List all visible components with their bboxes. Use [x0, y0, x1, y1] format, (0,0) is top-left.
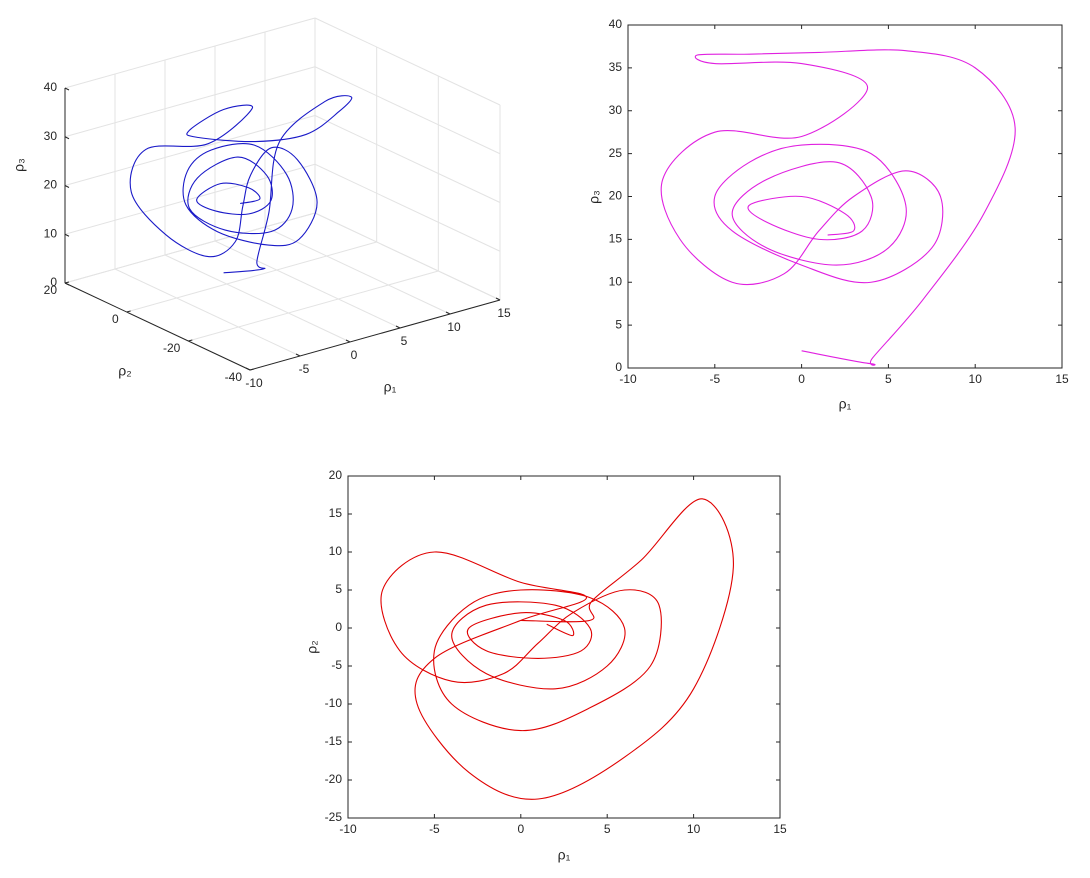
grid-line: [114, 268, 301, 357]
x-tick-label: 0: [798, 372, 805, 386]
grid-line: [314, 163, 501, 252]
grid-line: [64, 66, 316, 138]
tick-mark: [295, 353, 301, 357]
x-axis-label: ρ₁: [839, 396, 852, 412]
z-tick-label: 30: [44, 129, 58, 143]
z-tick-label: 10: [44, 226, 58, 240]
y-tick-label: 35: [609, 60, 623, 74]
x-tick-label: -5: [709, 372, 720, 386]
tick-mark: [345, 339, 351, 343]
grid-line: [314, 212, 501, 301]
grid-line: [314, 17, 501, 106]
x-tick-label: 5: [885, 372, 892, 386]
grid-line: [314, 115, 501, 203]
tick-mark: [64, 136, 70, 140]
axis-line: [64, 282, 251, 371]
trajectory: [660, 49, 1016, 366]
x-tick-label: 0: [517, 822, 524, 836]
grid-line: [126, 241, 377, 313]
x-tick-label: 5: [604, 822, 611, 836]
grid-line: [64, 17, 316, 89]
tick-mark: [249, 368, 255, 371]
y-tick-label: 20: [329, 468, 343, 482]
y-tick-label: -40: [225, 370, 243, 384]
tick-mark: [126, 310, 131, 313]
tick-mark: [395, 325, 401, 329]
plot-area: [347, 475, 781, 819]
y-axis-label: ρ₂: [118, 363, 131, 379]
tick-mark: [188, 339, 193, 342]
z-tick-label: 40: [44, 80, 58, 94]
y-tick-label: -20: [325, 772, 343, 786]
x-tick-label: -5: [429, 822, 440, 836]
trajectory: [380, 498, 734, 800]
y-tick-label: 0: [615, 360, 622, 374]
x-tick-label: 10: [447, 320, 461, 334]
tick-mark: [445, 311, 451, 315]
y-tick-label: 5: [335, 582, 342, 596]
grid-line: [64, 212, 316, 284]
z-axis-label: ρ₃: [11, 158, 27, 172]
y-tick-label: 0: [335, 620, 342, 634]
y-tick-label: 15: [329, 506, 343, 520]
y-axis-label: ρ₃: [586, 190, 602, 204]
tick-mark: [64, 233, 70, 237]
x-tick-label: 15: [497, 306, 511, 320]
grid-line: [64, 115, 316, 186]
y-tick-label: 20: [609, 189, 623, 203]
tick-mark: [245, 367, 251, 371]
grid-line: [264, 226, 451, 315]
x-tick-label: 10: [687, 822, 701, 836]
tick-mark: [64, 282, 70, 286]
grid-line: [214, 240, 401, 329]
x-tick-label: 5: [401, 334, 408, 348]
y-tick-label: 40: [609, 17, 623, 31]
y-tick-label: 10: [329, 544, 343, 558]
tick-mark: [64, 87, 70, 91]
z-tick-label: 0: [50, 275, 57, 289]
plot-area: [627, 24, 1063, 369]
grid-line: [164, 254, 351, 343]
y-tick-label: -20: [163, 341, 181, 355]
y-tick-label: 10: [609, 274, 623, 288]
y-tick-label: 25: [609, 146, 623, 160]
x-tick-label: 10: [969, 372, 983, 386]
y-tick-label: 0: [112, 312, 119, 326]
z-tick-label: 20: [44, 178, 58, 192]
x-tick-label: -10: [339, 822, 357, 836]
y-axis-label: ρ₂: [304, 640, 320, 653]
x-tick-label: -10: [245, 376, 263, 390]
y-tick-label: 20: [44, 283, 58, 297]
grid-line: [314, 66, 501, 155]
x-tick-label: 0: [351, 348, 358, 362]
grid-line: [64, 163, 316, 235]
x-axis-label: ρ₁: [558, 847, 571, 863]
x-tick-label: -10: [619, 372, 637, 386]
x-tick-label: 15: [1055, 372, 1069, 386]
x-tick-label: -5: [299, 362, 310, 376]
y-tick-label: -5: [331, 658, 342, 672]
axis-line: [249, 299, 501, 371]
y-tick-label: 30: [609, 103, 623, 117]
y-tick-label: -15: [325, 734, 343, 748]
x-axis-label: ρ₁: [384, 379, 397, 395]
y-tick-label: 5: [615, 317, 622, 331]
x-tick-label: 15: [773, 822, 787, 836]
trajectory: [129, 95, 353, 274]
tick-mark: [495, 297, 501, 301]
y-tick-label: -10: [325, 696, 343, 710]
y-tick-label: 15: [609, 232, 623, 246]
grid-line: [188, 270, 439, 342]
y-tick-label: -25: [325, 810, 343, 824]
tick-mark: [64, 185, 70, 188]
